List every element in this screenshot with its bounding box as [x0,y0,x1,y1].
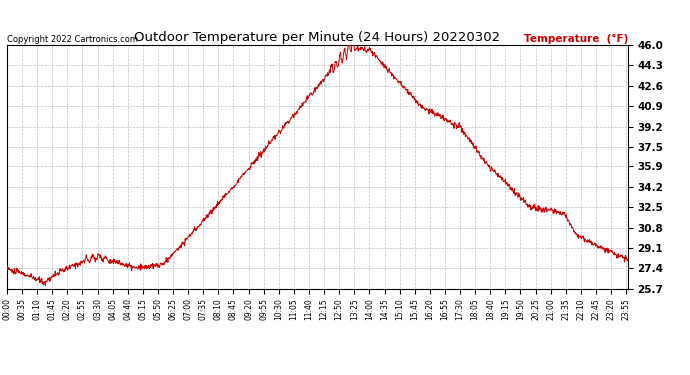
Title: Outdoor Temperature per Minute (24 Hours) 20220302: Outdoor Temperature per Minute (24 Hours… [135,31,500,44]
Text: Copyright 2022 Cartronics.com: Copyright 2022 Cartronics.com [7,35,138,44]
Text: Temperature  (°F): Temperature (°F) [524,34,628,44]
